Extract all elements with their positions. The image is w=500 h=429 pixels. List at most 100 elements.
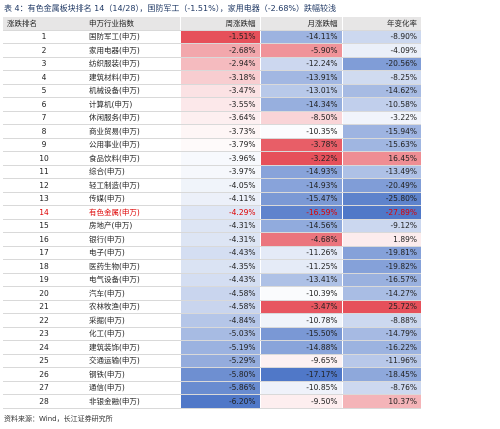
value-cell: 25.72% [341,300,421,314]
rank-cell: 9 [3,138,85,152]
table-row: 27 通信(申万) -5.86% -10.85% -8.76% [3,381,421,395]
value-cell: -19.81% [341,246,421,260]
table-row: 3 纺织服装(申万) -2.94% -12.24% -20.56% [3,57,421,71]
industry-cell: 纺织服装(申万) [85,57,180,71]
industry-cell: 房地产(申万) [85,219,180,233]
table-row: 1 国防军工(申万) -1.51% -14.11% -8.90% [3,30,421,44]
table-row: 15 房地产(申万) -4.31% -14.56% -9.12% [3,219,421,233]
table-row: 8 商业贸易(申万) -3.73% -10.35% -15.94% [3,124,421,139]
rank-cell: 24 [3,340,85,355]
value-cell: -2.68% [179,43,260,58]
value-cell: -9.12% [341,219,421,233]
value-cell: -8.76% [341,381,421,395]
value-cell: -4.11% [179,192,260,206]
value-cell: -14.34% [259,97,342,112]
value-cell: -5.80% [179,367,260,382]
value-cell: -27.89% [341,205,421,220]
value-cell: -3.22% [259,151,342,166]
industry-cell: 传媒(申万) [85,192,180,206]
value-cell: -3.22% [341,111,421,125]
rank-cell: 8 [3,124,85,139]
industry-cell: 轻工制造(申万) [85,178,180,193]
header-cell: 涨跌排名 [3,17,85,31]
value-cell: -16.57% [341,273,421,287]
rank-cell: 26 [3,367,85,382]
industry-cell: 计算机(申万) [85,97,180,112]
table-row: 25 交通运输(申万) -5.29% -9.65% -11.96% [3,354,421,368]
table-row: 9 公用事业(申万) -3.79% -3.78% -15.63% [3,138,421,152]
value-cell: -8.50% [259,111,342,125]
value-cell: -10.78% [259,313,342,328]
value-cell: -1.51% [179,30,260,44]
value-cell: -20.49% [341,178,421,193]
value-cell: -8.25% [341,70,421,85]
value-cell: -19.82% [341,259,421,274]
value-cell: -4.09% [341,43,421,58]
value-cell: -4.35% [179,259,260,274]
industry-cell: 机械设备(申万) [85,84,180,98]
value-cell: -4.58% [179,300,260,314]
value-cell: -5.29% [179,354,260,368]
rank-cell: 23 [3,327,85,341]
value-cell: -15.47% [259,192,342,206]
value-cell: 16.45% [341,151,421,166]
value-cell: -14.27% [341,286,421,301]
rank-cell: 4 [3,70,85,85]
value-cell: -14.93% [259,178,342,193]
value-cell: -4.84% [179,313,260,328]
value-cell: -9.65% [259,354,342,368]
table-row: 26 钢铁(申万) -5.80% -17.17% -18.45% [3,367,421,382]
rank-cell: 19 [3,273,85,287]
table-row: 11 综合(申万) -3.97% -14.93% -13.49% [3,165,421,179]
value-cell: -5.86% [179,381,260,395]
table-row: 28 非银金融(申万) -6.20% -9.50% 10.37% [3,394,421,409]
table-row: 4 建筑材料(申万) -3.18% -13.91% -8.25% [3,70,421,85]
rank-cell: 3 [3,57,85,71]
value-cell: -14.11% [259,30,342,44]
rank-cell: 12 [3,178,85,193]
table-title: 表 4：有色金属板块排名 14（14/28），国防军工（-1.51%），家用电器… [4,4,337,13]
header-cell: 申万行业指数 [85,17,180,31]
value-cell: -14.79% [341,327,421,341]
value-cell: -3.97% [179,165,260,179]
rank-cell: 7 [3,111,85,125]
value-cell: 10.37% [341,394,421,409]
table-row: 18 医药生物(申万) -4.35% -11.25% -19.82% [3,259,421,274]
rank-cell: 2 [3,43,85,58]
table-row: 24 建筑装饰(申万) -5.19% -14.88% -16.22% [3,340,421,355]
value-cell: -4.05% [179,178,260,193]
rank-cell: 18 [3,259,85,274]
industry-cell: 建筑装饰(申万) [85,340,180,355]
industry-cell: 建筑材料(申万) [85,70,180,85]
value-cell: -16.59% [259,205,342,220]
industry-cell: 国防军工(申万) [85,30,180,44]
value-cell: -5.90% [259,43,342,58]
table-row: 17 电子(申万) -4.43% -11.26% -19.81% [3,246,421,260]
value-cell: -18.45% [341,367,421,382]
value-cell: -4.68% [259,232,342,247]
value-cell: -3.18% [179,70,260,85]
rank-cell: 1 [3,30,85,44]
rank-cell: 21 [3,300,85,314]
value-cell: -13.41% [259,273,342,287]
industry-cell: 交通运输(申万) [85,354,180,368]
ranking-table: 涨跌排名 申万行业指数 周涨跌幅 月涨跌幅 年变化率 1 国防军工(申万) -1.51% -1… [3,17,421,409]
value-cell: -10.39% [259,286,342,301]
value-cell: -5.03% [179,327,260,341]
rank-cell: 11 [3,165,85,179]
industry-cell: 家用电器(申万) [85,43,180,58]
value-cell: -3.96% [179,151,260,166]
value-cell: -3.47% [259,300,342,314]
industry-cell: 综合(申万) [85,165,180,179]
value-cell: -14.62% [341,84,421,98]
value-cell: -11.25% [259,259,342,274]
table-row: 23 化工(申万) -5.03% -15.50% -14.79% [3,327,421,341]
industry-cell: 非银金融(申万) [85,394,180,409]
header-row: 涨跌排名 申万行业指数 周涨跌幅 月涨跌幅 年变化率 [3,17,421,31]
value-cell: -3.78% [259,138,342,152]
value-cell: -10.35% [259,124,342,139]
source-note: 资料来源：Wind，长江证券研究所 [4,415,113,423]
industry-cell: 通信(申万) [85,381,180,395]
value-cell: -4.31% [179,232,260,247]
